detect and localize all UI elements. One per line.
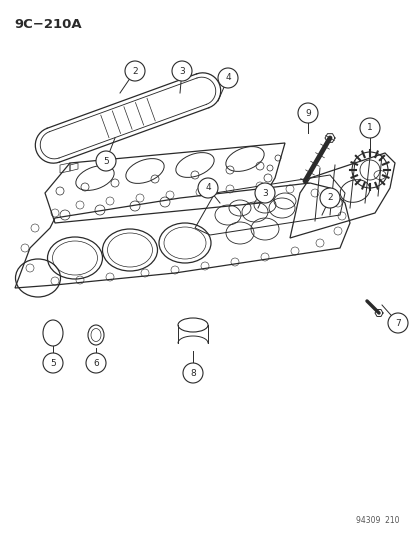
Circle shape [86,353,106,373]
Text: 5: 5 [103,157,109,166]
Circle shape [197,178,218,198]
Text: 9C−210A: 9C−210A [14,18,81,31]
Text: 4: 4 [225,74,230,83]
Circle shape [319,188,339,208]
Circle shape [218,68,237,88]
Text: 5: 5 [50,359,56,367]
Text: 2: 2 [326,193,332,203]
Text: 4: 4 [205,183,210,192]
Circle shape [254,183,274,203]
Circle shape [43,353,63,373]
Text: 8: 8 [190,368,195,377]
Text: 94309  210: 94309 210 [356,516,399,525]
Text: 1: 1 [366,124,372,133]
Circle shape [183,363,202,383]
Text: 3: 3 [261,189,267,198]
Text: 2: 2 [132,67,138,76]
Circle shape [359,118,379,138]
Circle shape [297,103,317,123]
Circle shape [125,61,145,81]
Circle shape [171,61,192,81]
Text: 7: 7 [394,319,400,327]
Circle shape [387,313,407,333]
Text: 3: 3 [179,67,185,76]
Text: 6: 6 [93,359,99,367]
Circle shape [96,151,116,171]
Text: 9: 9 [304,109,310,117]
